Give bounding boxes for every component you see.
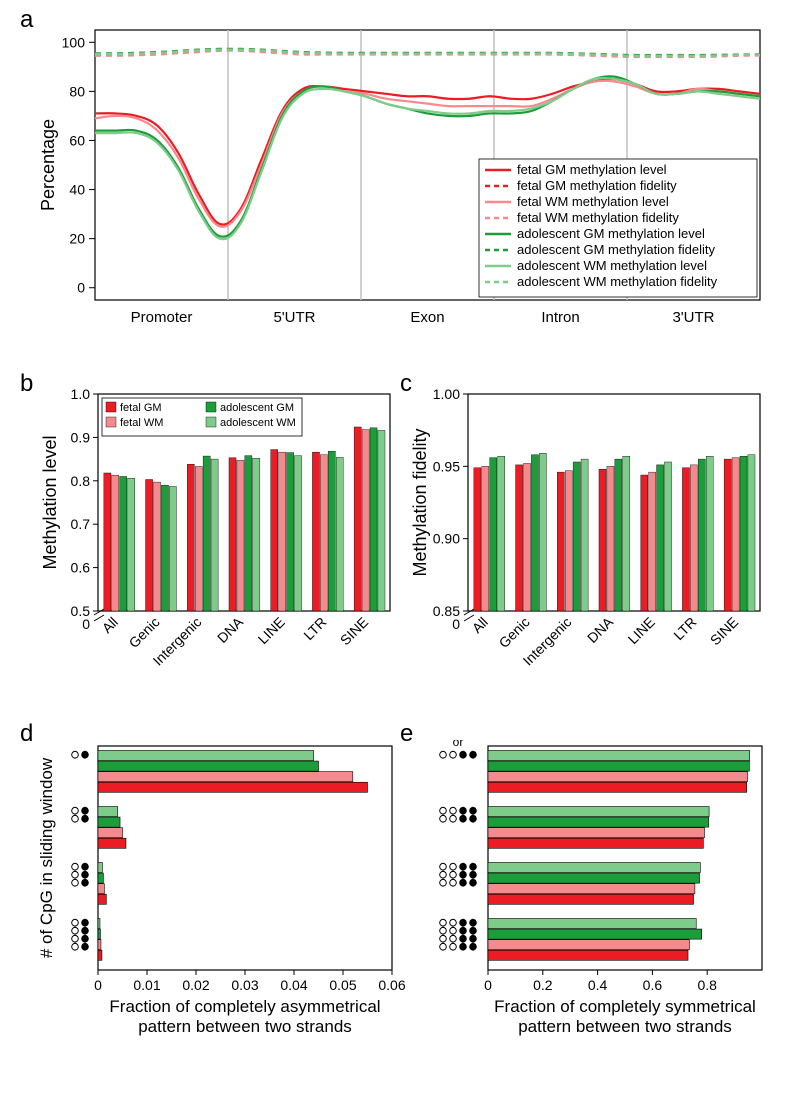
svg-text:Fraction of completely asymmet: Fraction of completely asymmetrical <box>109 997 380 1016</box>
svg-text:LINE: LINE <box>255 614 288 647</box>
svg-text:Methylation level: Methylation level <box>40 435 60 569</box>
svg-text:1.00: 1.00 <box>433 386 460 402</box>
svg-text:LTR: LTR <box>300 614 329 643</box>
svg-text:fetal GM methylation fidelity: fetal GM methylation fidelity <box>517 178 677 193</box>
svg-text:0: 0 <box>77 280 85 296</box>
svg-text:0.03: 0.03 <box>231 977 258 993</box>
panel-b-label: b <box>20 370 33 398</box>
svg-text:adolescent GM: adolescent GM <box>220 402 294 414</box>
svg-text:adolescent GM methylation leve: adolescent GM methylation level <box>517 226 705 241</box>
panel-a-chart: 0 20 40 60 80 100 Percentage Promoter 5'UTR Exon I… <box>40 20 770 360</box>
svg-text:All: All <box>99 614 121 636</box>
svg-text:0.7: 0.7 <box>71 516 91 532</box>
svg-text:pattern between two strands: pattern between two strands <box>518 1017 732 1036</box>
svg-text:0.8: 0.8 <box>71 473 91 489</box>
svg-text:0: 0 <box>484 977 492 993</box>
svg-text:20: 20 <box>69 231 85 247</box>
svg-text:or: or <box>453 740 464 749</box>
svg-text:100: 100 <box>62 34 86 50</box>
svg-text:adolescent WM: adolescent WM <box>220 417 296 429</box>
svg-text:0.2: 0.2 <box>533 977 553 993</box>
svg-text:Exon: Exon <box>410 309 444 326</box>
svg-text:40: 40 <box>69 182 85 198</box>
svg-text:pattern between two strands: pattern between two strands <box>138 1017 352 1036</box>
svg-text:adolescent GM methylation fide: adolescent GM methylation fidelity <box>517 242 715 257</box>
svg-text:0: 0 <box>82 616 90 632</box>
panel-a-label: a <box>20 6 33 34</box>
svg-text:60: 60 <box>69 132 85 148</box>
svg-text:0.6: 0.6 <box>643 977 663 993</box>
svg-text:Percentage: Percentage <box>40 119 58 211</box>
svg-text:0.04: 0.04 <box>280 977 307 993</box>
svg-text:0.06: 0.06 <box>378 977 405 993</box>
svg-text:fetal GM methylation level: fetal GM methylation level <box>517 162 667 177</box>
svg-text:All: All <box>469 614 491 636</box>
svg-text:5'UTR: 5'UTR <box>273 309 315 326</box>
svg-text:80: 80 <box>69 83 85 99</box>
svg-text:0.90: 0.90 <box>433 531 460 547</box>
svg-text:0.9: 0.9 <box>71 429 91 445</box>
svg-text:0.4: 0.4 <box>588 977 608 993</box>
svg-text:fetal GM: fetal GM <box>120 402 162 414</box>
panel-d-chart: 0 0.01 0.02 0.03 0.04 0.05 0.06 Fraction of com… <box>40 740 405 1090</box>
svg-text:Promoter: Promoter <box>131 309 193 326</box>
panel-e-chart: 0 0.2 0.4 0.6 0.8 Fraction of completely symm… <box>410 740 775 1090</box>
svg-text:0.95: 0.95 <box>433 458 460 474</box>
svg-text:SINE: SINE <box>707 614 741 648</box>
svg-text:Fraction of completely symmetr: Fraction of completely symmetrical <box>494 997 756 1016</box>
svg-text:0: 0 <box>94 977 102 993</box>
svg-text:fetal WM: fetal WM <box>120 417 163 429</box>
svg-text:Intron: Intron <box>541 309 579 326</box>
svg-text:0.02: 0.02 <box>182 977 209 993</box>
svg-text:1.0: 1.0 <box>71 386 91 402</box>
svg-text:LTR: LTR <box>670 614 699 643</box>
svg-text:DNA: DNA <box>584 613 617 646</box>
svg-text:Methylation fidelity: Methylation fidelity <box>410 428 430 576</box>
svg-text:Genic: Genic <box>496 614 533 651</box>
svg-text:0.8: 0.8 <box>697 977 717 993</box>
svg-text:0: 0 <box>452 616 460 632</box>
svg-text:0.05: 0.05 <box>329 977 356 993</box>
svg-text:3'UTR: 3'UTR <box>672 309 714 326</box>
svg-text:SINE: SINE <box>337 614 371 648</box>
svg-text:DNA: DNA <box>214 613 247 646</box>
svg-text:adolescent WM methylation fide: adolescent WM methylation fidelity <box>517 274 718 289</box>
svg-text:0.6: 0.6 <box>71 560 91 576</box>
panel-d-label: d <box>20 720 33 748</box>
svg-text:fetal WM methylation level: fetal WM methylation level <box>517 194 669 209</box>
svg-text:Genic: Genic <box>126 614 163 651</box>
svg-text:fetal WM methylation fidelity: fetal WM methylation fidelity <box>517 210 679 225</box>
svg-text:adolescent WM methylation leve: adolescent WM methylation level <box>517 258 707 273</box>
svg-text:0.01: 0.01 <box>133 977 160 993</box>
panel-b-chart: 0.50.60.70.80.91.00Methylation levelAllG… <box>40 386 405 716</box>
panel-c-chart: 0.850.900.951.000Methylation fidelityAll… <box>410 386 775 716</box>
svg-text:LINE: LINE <box>625 614 658 647</box>
svg-text:# of CpG in sliding window: # of CpG in sliding window <box>40 757 56 958</box>
